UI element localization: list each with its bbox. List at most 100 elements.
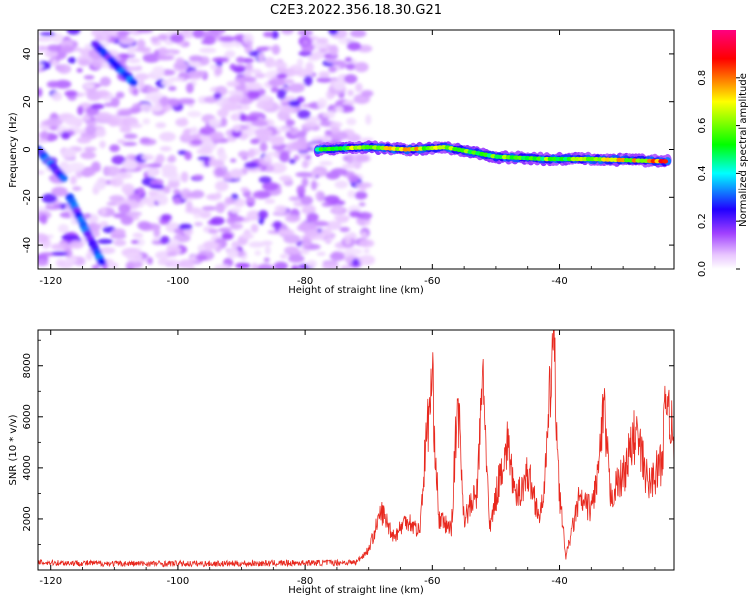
noise-blob xyxy=(300,195,314,206)
noise-blob xyxy=(177,98,196,105)
noise-blob xyxy=(240,233,254,240)
noise-blob xyxy=(288,254,305,263)
noise-blob xyxy=(116,30,131,36)
noise-blob xyxy=(299,152,309,158)
noise-blob xyxy=(99,140,106,149)
noise-blob xyxy=(355,153,370,163)
noise-blob xyxy=(304,229,319,238)
noise-blob xyxy=(328,66,337,73)
noise-blob xyxy=(203,159,212,167)
noise-blob xyxy=(197,244,204,253)
noise-blob xyxy=(346,117,357,126)
noise-blob xyxy=(130,123,143,129)
noise-blob xyxy=(252,190,271,200)
noise-blob xyxy=(214,191,222,199)
noise-blob xyxy=(239,113,246,122)
noise-blob xyxy=(146,257,153,265)
noise-blob xyxy=(189,134,200,140)
noise-blob xyxy=(109,144,120,153)
noise-blob xyxy=(251,262,259,269)
snr-x-tick-label: -100 xyxy=(167,576,190,587)
noise-blob xyxy=(351,258,360,267)
noise-blob xyxy=(333,80,346,91)
noise-blob xyxy=(208,118,222,128)
noise-blob xyxy=(277,229,295,236)
noise-blob xyxy=(293,154,300,161)
noise-blob xyxy=(346,41,362,51)
spectrogram-x-label: Height of straight line (km) xyxy=(288,285,424,296)
noise-blob xyxy=(208,159,225,167)
noise-blob xyxy=(128,66,143,72)
noise-blob xyxy=(156,194,169,206)
noise-blob xyxy=(149,105,163,112)
noise-blob xyxy=(316,251,326,256)
noise-blob xyxy=(268,162,287,174)
noise-blob xyxy=(250,120,269,127)
noise-blob xyxy=(310,51,325,60)
noise-blob xyxy=(286,70,302,76)
spectrogram-x-tick-label: -120 xyxy=(39,276,62,287)
diagonal-track-blob xyxy=(128,78,138,87)
spectrogram-x-tick-label: -100 xyxy=(167,276,190,287)
noise-blob xyxy=(222,102,240,112)
noise-blob xyxy=(339,226,350,233)
noise-blob xyxy=(209,131,225,141)
noise-blob xyxy=(94,35,111,42)
spectrogram-x-tick-label: -60 xyxy=(424,276,440,287)
colorbar-axis: 0.0 0.2 0.4 0.6 0.8 xyxy=(697,70,740,277)
noise-blob xyxy=(184,151,192,161)
noise-blob xyxy=(166,238,180,249)
snr-y-label: SNR (10 * v/v) xyxy=(8,414,19,485)
noise-blob xyxy=(40,130,49,141)
noise-blob xyxy=(130,239,139,244)
noise-blob xyxy=(276,127,291,132)
noise-blob xyxy=(330,167,348,176)
noise-blob xyxy=(127,45,136,56)
figure-title: C2E3.2022.356.18.30.G21 xyxy=(270,3,442,18)
noise-blob xyxy=(80,169,96,177)
noise-blob xyxy=(168,177,183,182)
noise-blob xyxy=(194,222,203,227)
diagonal-track-blob xyxy=(97,257,107,266)
noise-blob xyxy=(317,97,328,109)
noise-blob xyxy=(173,228,187,235)
noise-blob xyxy=(44,49,58,58)
noise-blob xyxy=(93,181,106,191)
noise-blob xyxy=(59,161,69,171)
noise-blob xyxy=(72,186,82,191)
noise-blob xyxy=(259,142,268,152)
noise-blob xyxy=(359,239,375,248)
noise-blob xyxy=(121,183,135,195)
noise-blob xyxy=(232,66,246,73)
noise-blob xyxy=(38,87,43,98)
noise-blob xyxy=(51,251,69,257)
noise-blob xyxy=(301,177,309,187)
noise-blob xyxy=(254,128,273,138)
noise-blob xyxy=(109,30,120,37)
noise-blob xyxy=(161,171,179,179)
noise-blob xyxy=(187,110,202,118)
noise-blob xyxy=(243,40,254,46)
snr-series-line xyxy=(38,330,674,568)
noise-blob xyxy=(347,190,356,199)
spectrogram-image xyxy=(38,30,672,269)
noise-blob xyxy=(363,248,370,254)
noise-blob xyxy=(226,80,241,88)
noise-blob xyxy=(120,215,134,226)
noise-blob xyxy=(202,35,216,45)
snr-y-tick-label: 2000 xyxy=(22,506,33,531)
noise-blob xyxy=(73,256,86,267)
noise-blob xyxy=(240,187,249,193)
noise-blob xyxy=(153,229,161,237)
noise-blob xyxy=(235,56,245,64)
colorbar-tick-label: 0.2 xyxy=(697,213,708,229)
noise-blob xyxy=(272,221,283,229)
noise-blob xyxy=(301,160,309,169)
noise-blob xyxy=(38,259,49,266)
noise-blob xyxy=(288,83,305,93)
noise-blob xyxy=(254,250,262,256)
noise-blob xyxy=(97,238,114,245)
noise-blob xyxy=(100,207,107,216)
noise-blob xyxy=(38,233,49,244)
noise-blob xyxy=(136,39,146,49)
